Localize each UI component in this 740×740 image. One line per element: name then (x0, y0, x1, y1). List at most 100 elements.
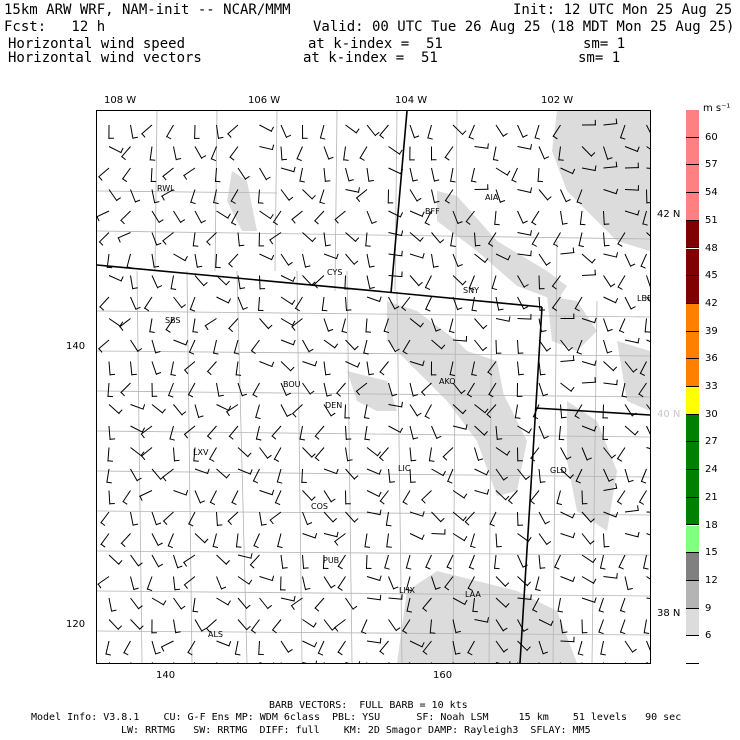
wind-barb (323, 468, 339, 475)
wind-barb (345, 232, 360, 243)
wind-barb (538, 296, 546, 312)
wind-barb (624, 468, 634, 483)
wind-barb (422, 640, 432, 655)
wind-barb (424, 404, 432, 420)
wind-barb (97, 210, 110, 222)
wind-barb (474, 253, 489, 264)
colorbar-tick-label: 30 (705, 408, 718, 420)
city-label: GLD (550, 466, 567, 475)
wind-barb (406, 597, 413, 613)
wind-barb (581, 490, 588, 505)
wind-barb (531, 597, 540, 613)
colorbar-tick-label: 18 (705, 519, 718, 531)
wind-barb (388, 167, 404, 175)
wind-barb (603, 361, 618, 372)
colorbar-tick-label: 51 (705, 214, 718, 226)
wind-barb (336, 382, 346, 397)
wind-barb (314, 597, 325, 612)
wind-barb (296, 146, 303, 162)
wind-barb (535, 576, 541, 592)
wind-barb (216, 640, 232, 647)
wind-barb (487, 361, 497, 376)
wind-barb (603, 146, 613, 160)
wind-barb (337, 640, 346, 656)
wind-barb (467, 640, 475, 656)
wind-barb (249, 554, 260, 569)
wind-barb (452, 490, 468, 499)
wind-barb (646, 146, 650, 150)
wind-barb (234, 640, 241, 656)
wind-barb (599, 554, 606, 570)
wind-barb (162, 511, 174, 526)
wind-barb (302, 511, 313, 526)
wind-barb (447, 468, 454, 484)
wind-barb (517, 447, 523, 462)
wind-barb (188, 511, 196, 527)
wind-barb (173, 404, 187, 416)
wind-barb (257, 189, 264, 204)
colorbar-segment (686, 137, 699, 166)
wind-barb (581, 425, 597, 432)
wind-barb (280, 124, 292, 139)
field1-name: Horizontal wind speed (8, 36, 186, 52)
wind-barb (123, 640, 131, 656)
wind-barb (365, 554, 372, 570)
wind-barb (280, 318, 296, 327)
wind-barb (151, 253, 160, 268)
wind-barbs (97, 118, 650, 663)
city-label: ALS (208, 630, 223, 639)
wind-barb (230, 189, 239, 204)
wind-barb (619, 619, 626, 635)
wind-barb (151, 232, 162, 246)
wind-barb (560, 619, 568, 634)
wind-barb (140, 425, 153, 439)
wind-barb (646, 124, 650, 134)
wind-barb (345, 187, 360, 193)
wind-barb (554, 554, 561, 570)
wind-barb (603, 468, 614, 483)
wind-barb (452, 619, 461, 634)
city-label: PUB (323, 556, 339, 565)
wind-barb (470, 533, 476, 549)
wind-barb (603, 533, 610, 548)
wind-barb (212, 339, 219, 355)
wind-barb (323, 531, 339, 538)
wind-barb (259, 511, 267, 526)
wind-barb (365, 318, 371, 333)
wind-barb (173, 490, 189, 496)
wind-barb (151, 533, 163, 547)
wind-barb (323, 232, 331, 247)
wind-barb (486, 404, 497, 419)
wind-barb (345, 661, 361, 663)
wind-barb (130, 296, 141, 311)
colorbar-segment (686, 276, 699, 304)
colorbar-tick-label: 60 (705, 131, 718, 143)
wind-barb (323, 253, 339, 260)
wind-barb (108, 124, 114, 140)
wind-barb (364, 533, 371, 548)
wind-barb (616, 447, 626, 462)
wind-barb (206, 425, 217, 440)
wind-barb (581, 377, 597, 384)
wind-barb (431, 339, 446, 350)
wind-barb (227, 124, 239, 138)
wind-barb (258, 640, 264, 656)
wind-barb (388, 230, 404, 237)
init-time: Init: 12 UTC Mon 25 Aug 25 (513, 2, 733, 18)
wind-barb (130, 619, 144, 630)
wind-barb (216, 210, 231, 219)
wind-barb (319, 189, 325, 205)
wind-barb (345, 447, 353, 462)
wind-barb (194, 404, 204, 419)
wind-barb (317, 640, 325, 656)
wind-barb (379, 490, 389, 505)
wind-barb (161, 189, 174, 201)
wind-barb (560, 313, 575, 319)
wind-barb (402, 490, 411, 505)
wind-barb (337, 576, 346, 591)
wind-barb (183, 554, 196, 567)
map-svg: RWL BFF AIA CYS SNY LBF SBS BOU AKO DEN LXV LIC GLD C… (97, 111, 650, 663)
wind-barb (495, 619, 508, 632)
wind-barb (235, 533, 242, 548)
wind-barb (121, 167, 131, 183)
